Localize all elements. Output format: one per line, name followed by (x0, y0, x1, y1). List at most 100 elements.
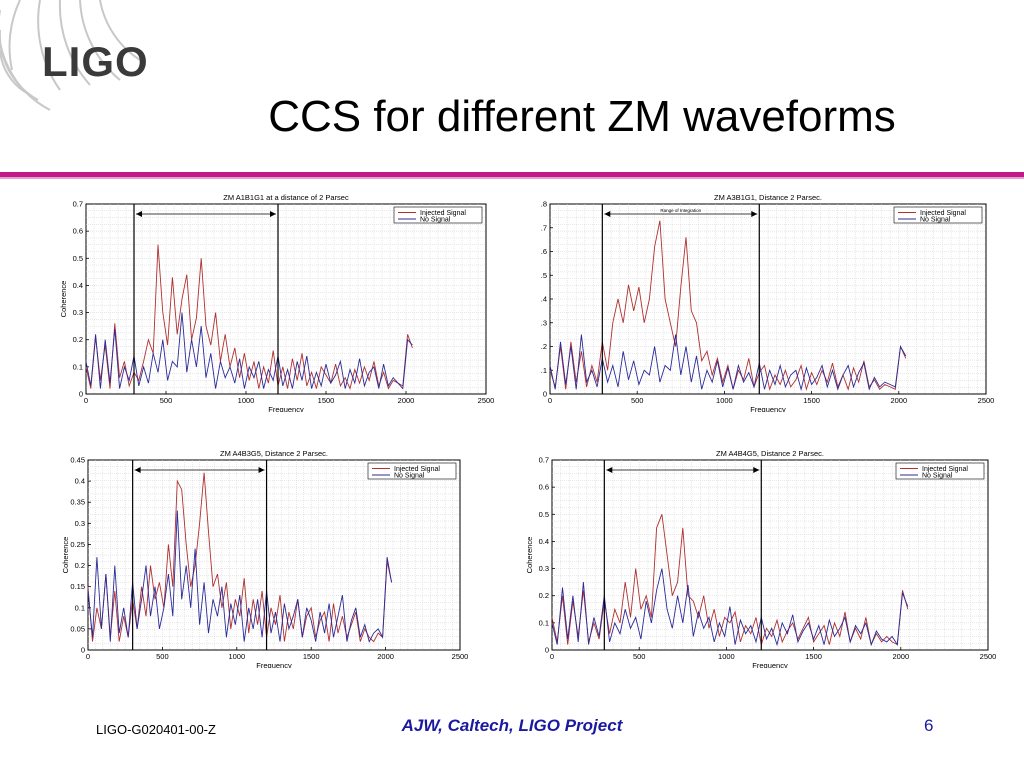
x-tick-label: 0 (548, 396, 552, 405)
chart-a4b3g5: ZM A4B3G5, Distance 2 Parsec. 0 500 1000 150… (61, 449, 469, 668)
y-tick-label: 0.2 (73, 335, 83, 344)
x-tick-label: 1500 (805, 652, 822, 661)
y-axis-label: Coherence (59, 281, 68, 318)
legend-label: Injected Signal (922, 466, 968, 473)
x-tick-label: 2000 (398, 396, 415, 405)
y-tick-label: 0.1 (73, 362, 83, 371)
x-axis-label: Frequency (256, 661, 292, 668)
legend-label: Injected Signal (394, 466, 440, 473)
x-axis-label: Frequency (752, 661, 788, 668)
y-tick-label: .7 (541, 223, 547, 232)
x-tick-label: 2000 (892, 652, 909, 661)
x-tick-label: 500 (156, 652, 169, 661)
y-tick-label: 0.6 (539, 483, 549, 492)
x-tick-label: 1000 (228, 652, 245, 661)
chart-a4b4g5: ZM A4B4G5, Distance 2 Parsec. 0 500 1000 150… (525, 449, 997, 668)
chart-a3b1g1: ZM A3B1G1, Distance 2 Parsec. 0 500 1000 150… (541, 193, 995, 412)
range-arrow-head-right (751, 211, 758, 217)
x-tick-label: 0 (84, 396, 88, 405)
chart-title: ZM A3B1G1, Distance 2 Parsec. (714, 193, 822, 202)
y-tick-label: 0 (79, 390, 83, 399)
legend-label: No Signal (920, 216, 951, 223)
y-tick-label: 0 (545, 646, 549, 655)
y-tick-label: 0.2 (75, 561, 85, 570)
y-tick-label: 0.35 (70, 498, 85, 507)
series-line-injected-signal (85, 244, 413, 390)
y-tick-label: 0.25 (70, 540, 85, 549)
range-arrow-head-left (136, 211, 142, 217)
x-tick-label: 1500 (318, 396, 335, 405)
y-tick-label: 0.7 (73, 200, 83, 209)
document-id: LIGO-G020401-00-Z (96, 722, 216, 737)
range-arrow-head-left (606, 467, 613, 473)
x-tick-label: 2500 (452, 652, 469, 661)
y-tick-label: 0.4 (539, 537, 549, 546)
y-tick-label: 0.45 (70, 456, 85, 465)
y-tick-label: 0 (81, 646, 85, 655)
x-axis-label: Frequency (268, 405, 304, 412)
footer-author: AJW, Caltech, LIGO Project (401, 716, 623, 735)
series-line-no-signal (549, 334, 907, 392)
series-line-no-signal (87, 510, 393, 643)
x-tick-label: 500 (160, 396, 173, 405)
legend-label: No Signal (420, 216, 451, 223)
y-tick-label: 0.3 (75, 519, 85, 528)
legend-label: Injected Signal (420, 210, 466, 217)
range-arrow-head-right (258, 467, 265, 473)
x-tick-label: 2500 (978, 396, 995, 405)
x-tick-label: 500 (631, 396, 644, 405)
x-tick-label: 1000 (716, 396, 733, 405)
y-tick-label: 0.4 (75, 477, 85, 486)
y-tick-label: 0.15 (70, 582, 85, 591)
y-tick-label: 0.05 (70, 624, 85, 633)
y-tick-label: 0.4 (73, 281, 83, 290)
title-divider-shadow (0, 177, 1024, 179)
y-tick-label: 0.3 (73, 308, 83, 317)
legend-label: Injected Signal (920, 210, 966, 217)
y-tick-label: .8 (541, 200, 547, 209)
chart-a1b1g1: ZM A1B1G1 at a distance of 2 Parsec 0 500 1… (59, 193, 495, 412)
x-tick-label: 2500 (980, 652, 997, 661)
series-line-injected-signal (87, 472, 393, 643)
y-axis-label: Coherence (525, 537, 534, 574)
x-tick-label: 1000 (238, 396, 255, 405)
range-arrow-head-right (270, 211, 276, 217)
x-tick-label: 2000 (890, 396, 907, 405)
y-axis-label: Coherence (61, 537, 70, 574)
y-tick-label: 0.3 (539, 564, 549, 573)
series-line-no-signal (85, 312, 413, 390)
chart-title: ZM A4B3G5, Distance 2 Parsec. (220, 449, 328, 458)
y-tick-label: 0.1 (75, 603, 85, 612)
x-tick-label: 2000 (377, 652, 394, 661)
x-tick-label: 1500 (803, 396, 820, 405)
legend-label: No Signal (394, 472, 425, 479)
chart-title: ZM A1B1G1 at a distance of 2 Parsec (223, 193, 349, 202)
y-tick-label: .4 (541, 295, 547, 304)
range-label: Range of Integration (660, 208, 701, 213)
y-tick-label: 0.1 (539, 618, 549, 627)
series-line-injected-signal (549, 220, 907, 392)
legend-label: No Signal (922, 472, 953, 479)
y-tick-label: .5 (541, 271, 547, 280)
series-line-no-signal (551, 568, 909, 647)
x-tick-label: 0 (550, 652, 554, 661)
y-tick-label: 0.5 (73, 254, 83, 263)
x-tick-label: 500 (633, 652, 646, 661)
chart-title: ZM A4B4G5, Distance 2 Parsec. (716, 449, 824, 458)
ligo-logo: LIGO (42, 38, 149, 85)
x-tick-label: 1500 (303, 652, 320, 661)
x-tick-label: 1000 (718, 652, 735, 661)
range-arrow-head-left (604, 211, 611, 217)
y-tick-label: 0.2 (539, 591, 549, 600)
y-tick-label: 0.6 (73, 227, 83, 236)
y-tick-label: 0.7 (539, 456, 549, 465)
x-tick-label: 0 (86, 652, 90, 661)
page-number: 6 (924, 716, 934, 735)
y-tick-label: .6 (541, 247, 547, 256)
x-axis-label: Frequency (750, 405, 786, 412)
grid (86, 204, 486, 394)
x-tick-label: 2500 (478, 396, 495, 405)
